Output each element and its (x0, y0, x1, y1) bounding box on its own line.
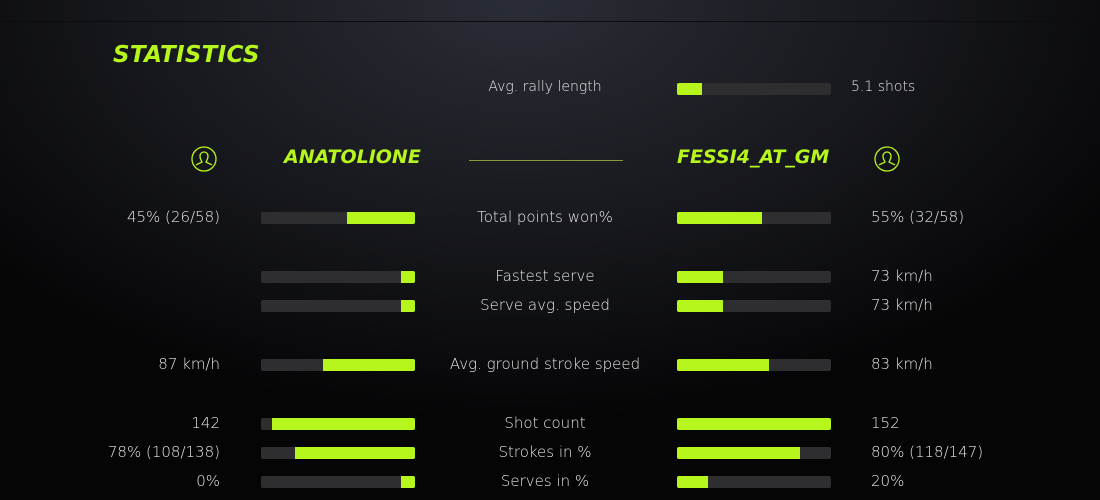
stat-label: Serves in % (500, 472, 590, 490)
header-separator (469, 160, 623, 161)
left-bar (261, 300, 415, 312)
right-bar (677, 476, 831, 488)
right-value: 83 km/h (871, 355, 933, 373)
rally-label: Avg. rally length (488, 79, 602, 95)
stat-label: Shot count (504, 414, 586, 432)
stat-row: Fastest serve 73 km/h (0, 267, 1100, 287)
rally-value: 5.1 shots (851, 79, 916, 95)
right-player-name: FESSI4_AT_GM (677, 146, 830, 168)
right-bar (677, 300, 831, 312)
rally-row: Avg. rally length 5.1 shots (0, 79, 1100, 99)
left-bar-fill (294, 447, 415, 459)
top-divider (0, 21, 1100, 22)
left-value: 142 (191, 414, 220, 432)
left-bar-fill (322, 359, 415, 371)
right-value: 73 km/h (871, 267, 933, 285)
right-bar-fill (677, 359, 770, 371)
left-value: 78% (108/138) (107, 443, 220, 461)
stat-row: Serve avg. speed 73 km/h (0, 296, 1100, 316)
left-bar (261, 447, 415, 459)
left-value: 0% (196, 472, 220, 490)
right-bar-fill (677, 212, 762, 224)
stat-label: Serve avg. speed (480, 296, 610, 314)
right-bar-fill (677, 271, 724, 283)
stat-row: 87 km/h Avg. ground stroke speed 83 km/h (0, 355, 1100, 375)
stat-label: Total points won% (477, 208, 613, 226)
right-bar (677, 359, 831, 371)
left-bar-fill (401, 271, 415, 283)
stat-row: 0% Serves in % 20% (0, 472, 1100, 492)
right-bar-fill (677, 300, 724, 312)
right-value: 20% (871, 472, 905, 490)
rally-bar-fill (677, 83, 702, 95)
right-bar-fill (677, 418, 831, 430)
right-value: 152 (871, 414, 900, 432)
left-value: 45% (26/58) (126, 208, 220, 226)
right-bar (677, 212, 831, 224)
right-bar (677, 271, 831, 283)
left-bar-fill (347, 212, 415, 224)
left-player-name: ANATOLIONE (284, 146, 421, 168)
left-bar (261, 271, 415, 283)
rally-bar (677, 83, 831, 95)
stat-row: 142 Shot count 152 (0, 414, 1100, 434)
right-value: 73 km/h (871, 296, 933, 314)
right-bar-fill (677, 447, 801, 459)
right-bar (677, 418, 831, 430)
stat-label: Avg. ground stroke speed (449, 355, 641, 373)
stat-row: 78% (108/138) Strokes in % 80% (118/147) (0, 443, 1100, 463)
right-value: 80% (118/147) (871, 443, 984, 461)
left-value: 87 km/h (158, 355, 220, 373)
stat-label: Fastest serve (495, 267, 595, 285)
right-bar-fill (677, 476, 708, 488)
left-bar (261, 359, 415, 371)
stat-label: Strokes in % (498, 443, 592, 461)
left-bar-fill (401, 300, 415, 312)
user-icon (191, 146, 217, 172)
user-icon (874, 146, 900, 172)
left-bar (261, 476, 415, 488)
right-bar (677, 447, 831, 459)
stat-row: 45% (26/58) Total points won% 55% (32/58… (0, 208, 1100, 228)
page-title: STATISTICS (113, 42, 260, 68)
left-bar-fill (401, 476, 415, 488)
right-value: 55% (32/58) (871, 208, 965, 226)
left-bar-fill (271, 418, 415, 430)
left-bar (261, 418, 415, 430)
left-bar (261, 212, 415, 224)
